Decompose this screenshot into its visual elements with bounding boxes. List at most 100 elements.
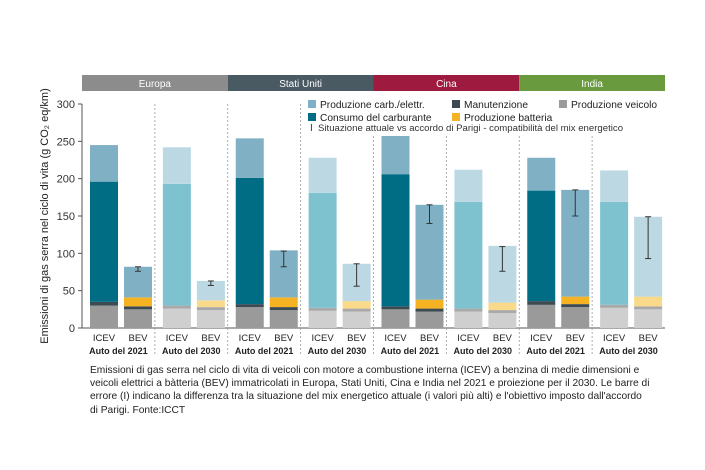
bar-segment-battery [488, 302, 517, 311]
bar-segment-maint [124, 306, 152, 310]
bar-segment-fuel [90, 181, 118, 302]
bar-segment-fuelprod [124, 266, 152, 298]
bar-segment-maint [308, 307, 337, 311]
bar-segment-maint [90, 301, 118, 306]
x-tick-label: ICEV [312, 333, 335, 344]
legend-swatch-fuel [308, 113, 316, 121]
x-tick-label: ICEV [93, 333, 116, 344]
legend-label-errbar: Situazione attuale vs accordo di Parigi … [318, 123, 623, 134]
x-tick-label: ICEV [603, 333, 626, 344]
x-tick-label: ICEV [384, 333, 407, 344]
legend-label-maint: Manutenzione [464, 100, 528, 111]
bar-segment-battery [415, 299, 444, 309]
group-label: Auto del 2021 [381, 346, 440, 356]
bar-segment-fuelprod [90, 145, 118, 182]
bar-segment-vehicle [90, 305, 118, 328]
group-label: Auto del 2030 [308, 346, 367, 356]
bar-segment-maint [488, 310, 517, 314]
region-header-label: Europa [139, 79, 172, 90]
bar-segment-vehicle [634, 309, 663, 328]
bar-segment-vehicle [600, 307, 629, 328]
group-label: Auto del 2030 [454, 346, 513, 356]
bar-segment-fuel [235, 177, 264, 305]
group-label: Auto del 2021 [526, 346, 585, 356]
bar-segment-fuel [308, 192, 337, 308]
bar-segment-maint [527, 301, 556, 305]
bar-segment-fuelprod [196, 280, 225, 301]
x-tick-label: BEV [128, 333, 148, 344]
bar-segment-fuel [381, 174, 410, 307]
y-tick-label: 100 [57, 248, 75, 260]
group-label: Auto del 2021 [89, 346, 148, 356]
legend-swatch-maint [452, 100, 460, 108]
figure-caption: Emissioni di gas serra nel ciclo di vita… [90, 365, 650, 416]
x-tick-label: ICEV [457, 333, 480, 344]
bar-segment-fuel [600, 201, 629, 305]
bar-segment-vehicle [196, 310, 225, 328]
bar-segment-maint [235, 304, 264, 308]
bar-segment-battery [561, 296, 590, 305]
bar-segment-vehicle [124, 309, 152, 328]
x-tick-label: BEV [201, 333, 221, 344]
bar-segment-fuelprod [308, 157, 337, 193]
bar-segment-maint [162, 305, 191, 309]
group-label: Auto del 2030 [162, 346, 221, 356]
y-tick-label: 50 [63, 286, 75, 298]
bar-segment-vehicle [527, 304, 556, 328]
bar-segment-maint [600, 304, 629, 308]
bar-segment-fuel [162, 183, 191, 306]
bar-segment-vehicle [561, 307, 590, 328]
region-header-bar [373, 75, 520, 91]
y-tick-label: 250 [57, 136, 75, 148]
legend-label-vehicle: Produzione veicolo [571, 100, 657, 111]
x-tick-label: ICEV [239, 333, 262, 344]
bar-segment-fuelprod [454, 169, 483, 202]
bar-segment-vehicle [269, 310, 298, 328]
legend-background [303, 94, 667, 136]
bar-segment-maint [561, 304, 590, 308]
y-tick-label: 150 [57, 211, 75, 223]
group-label: Auto del 2021 [235, 346, 294, 356]
bar-segment-vehicle [381, 309, 410, 328]
emissions-chart: 0 50 100 150 200 250 300 Emissioni di gas serra… [39, 75, 667, 356]
bar-segment-vehicle [415, 311, 444, 328]
region-header-label: Cina [436, 79, 457, 90]
x-tick-label: BEV [274, 333, 294, 344]
y-tick-label: 0 [69, 323, 75, 335]
bar-segment-fuelprod [527, 157, 556, 191]
bar-segment-maint [269, 307, 298, 311]
bar-segment-battery [124, 297, 152, 307]
bar-segment-battery [196, 300, 225, 308]
bar-segment-vehicle [235, 307, 264, 328]
legend-error-symbol: I [310, 123, 313, 134]
region-header-bar [227, 75, 374, 91]
x-tick-label: ICEV [530, 333, 553, 344]
region-header-bar [519, 75, 665, 91]
bar-segment-maint [342, 308, 371, 312]
bar-segment-fuelprod [381, 133, 410, 175]
bar-segment-battery [269, 297, 298, 308]
bar-segment-fuelprod [162, 147, 191, 184]
bar-segment-maint [634, 306, 663, 310]
group-label: Auto del 2030 [599, 346, 658, 356]
legend-swatch-vehicle [559, 100, 567, 108]
region-header-bar [82, 75, 228, 91]
y-axis-label: Emissioni di gas serra nel ciclo di vita… [39, 88, 51, 344]
bar-segment-vehicle [488, 313, 517, 328]
bar-segment-vehicle [308, 310, 337, 328]
x-tick-label: BEV [639, 333, 659, 344]
region-header-label: India [581, 79, 603, 90]
y-tick-label: 200 [57, 174, 75, 186]
bar-segment-maint [381, 306, 410, 310]
bar-segment-vehicle [342, 311, 371, 328]
bar-segment-battery [634, 296, 663, 307]
bar-segment-maint [196, 307, 225, 311]
bar-segment-maint [454, 308, 483, 312]
legend-label-fuel: Consumo del carburante [320, 113, 432, 124]
legend-swatch-battery [452, 113, 460, 121]
x-tick-label: BEV [420, 333, 440, 344]
bar-segment-fuelprod [600, 170, 629, 202]
bar-segment-maint [415, 308, 444, 312]
x-tick-label: ICEV [166, 333, 189, 344]
x-tick-label: BEV [347, 333, 367, 344]
